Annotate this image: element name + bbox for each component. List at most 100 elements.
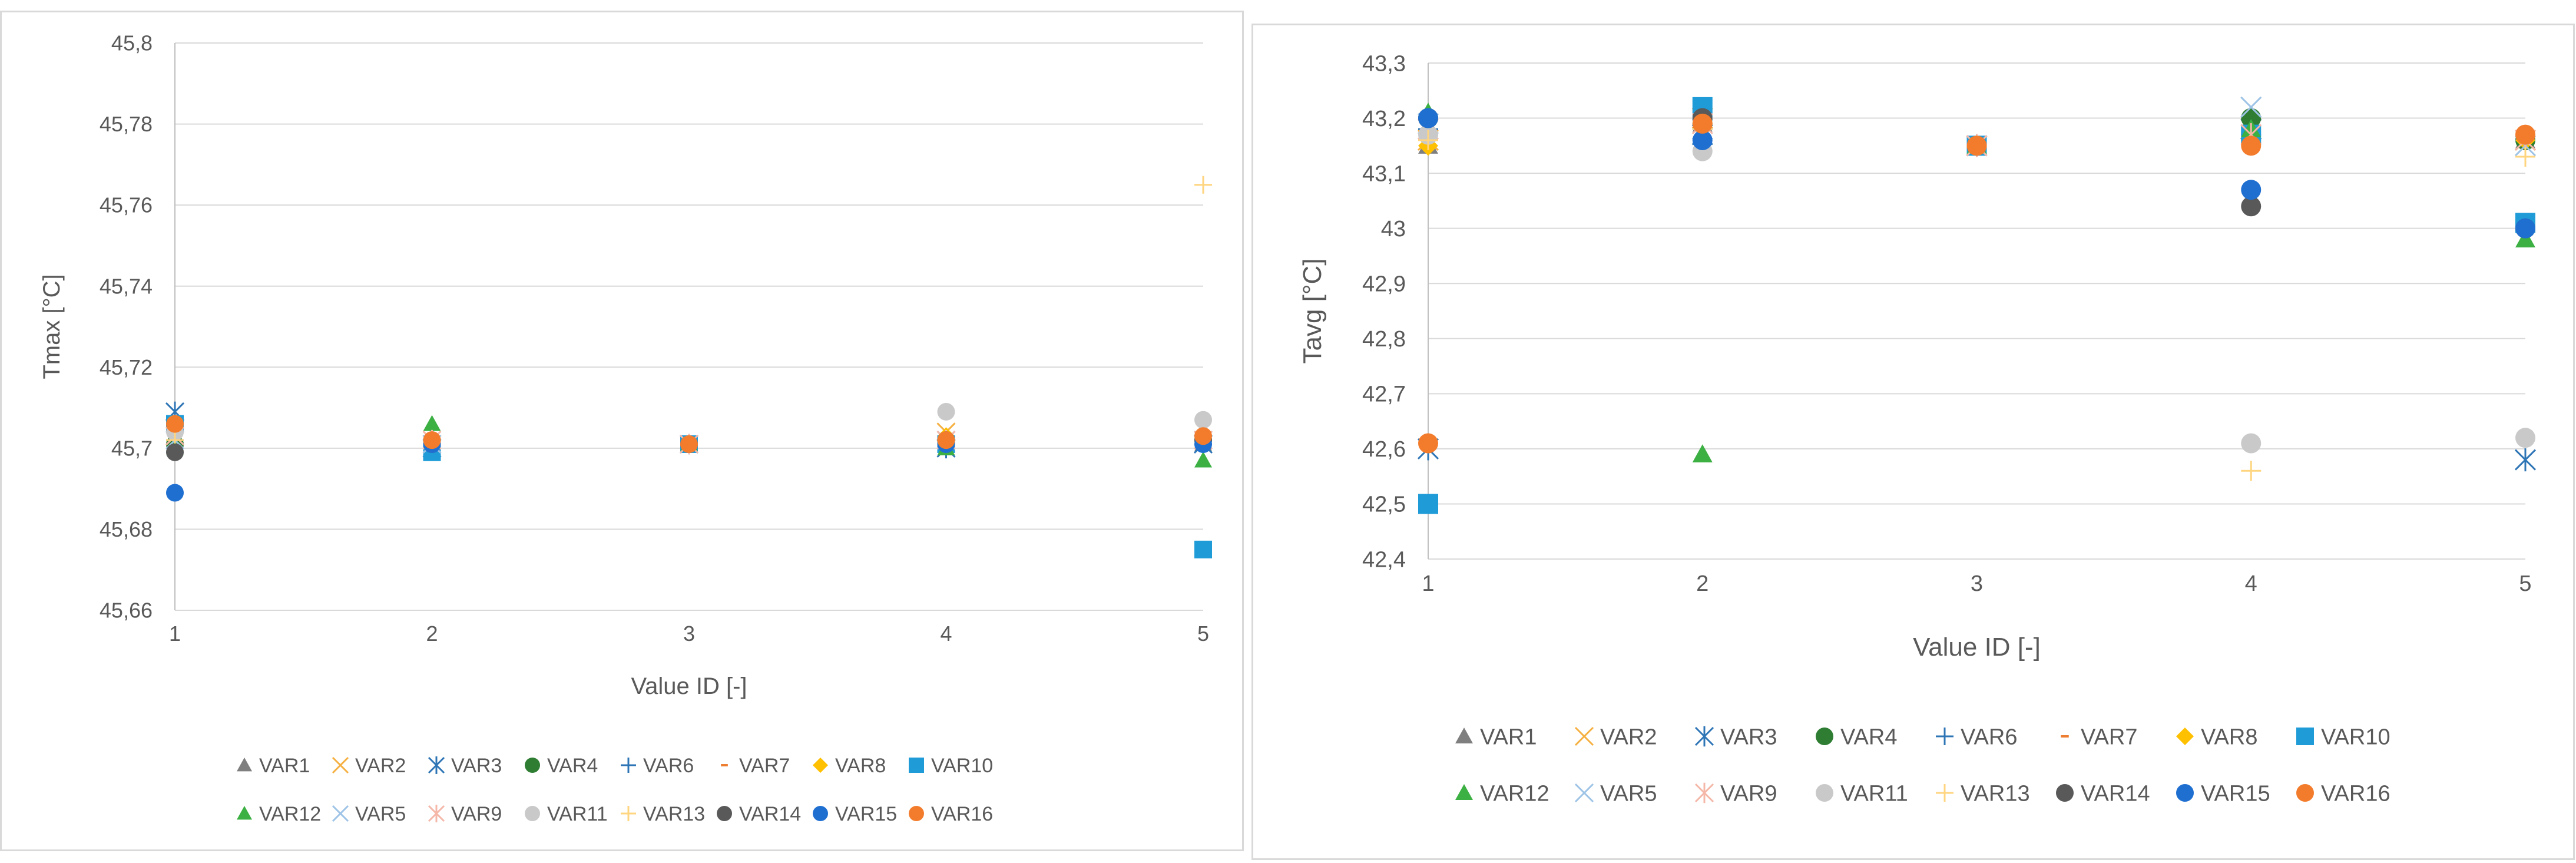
legend-marker-var15 — [813, 806, 828, 821]
x-tick-label: 5 — [2519, 571, 2531, 596]
legend-label: VAR3 — [1720, 725, 1777, 750]
y-tick-label: 43 — [1381, 217, 1406, 242]
legend-label: VAR10 — [2321, 725, 2390, 750]
tmax-chart-svg: 45,66 45,68 45,7 45,72 45,74 45,76 45,78 45,8 1 2… — [39, 31, 1213, 825]
y-tick-label: 45,7 — [111, 436, 153, 460]
chart-panel-tmax: 45,66 45,68 45,7 45,72 45,74 45,76 45,78 45,8 1 2… — [0, 11, 1244, 851]
y-tick-label: 45,72 — [100, 355, 153, 379]
data-point-var11 — [2515, 428, 2535, 448]
legend-label: VAR13 — [1961, 782, 2030, 806]
x-tick-label: 2 — [426, 621, 438, 646]
x-tick-label: 2 — [1696, 571, 1708, 596]
legend-item-var5: VAR5 — [1574, 782, 1657, 806]
legend-marker-var14 — [717, 806, 732, 821]
legend-marker-var4 — [525, 758, 540, 773]
data-point-var13 — [1418, 130, 1438, 150]
legend-marker-var6 — [1936, 728, 1953, 745]
legend-label: VAR8 — [835, 755, 886, 777]
y-tick-label: 45,74 — [100, 274, 153, 298]
x-tick-label: 5 — [1197, 621, 1209, 646]
legend-marker-var3 — [428, 756, 445, 774]
y-tick-label: 42,7 — [1362, 382, 1406, 407]
legend-marker-var11 — [1816, 784, 1833, 802]
legend-marker-var13 — [621, 806, 636, 821]
y-tick-label: 45,68 — [100, 517, 153, 541]
data-point-var16 — [2241, 135, 2262, 156]
legend-marker-var5 — [1574, 783, 1594, 803]
legend-item-var8: VAR8 — [813, 755, 886, 777]
legend-item-var7: VAR7 — [2061, 725, 2137, 750]
legend-label: VAR5 — [1600, 782, 1657, 806]
legend-item-var10: VAR10 — [909, 755, 993, 777]
data-point-var13 — [2241, 461, 2262, 481]
legend-label: VAR16 — [2321, 782, 2390, 806]
legend-marker-var8 — [2176, 728, 2194, 745]
legend-label: VAR14 — [2081, 782, 2150, 806]
data-point-var11 — [937, 402, 955, 421]
legend-item-var10: VAR10 — [2296, 725, 2390, 750]
legend-label: VAR5 — [355, 803, 406, 825]
legend-item-var15: VAR15 — [813, 803, 897, 825]
x-axis-title: Value ID [-] — [1913, 633, 2041, 662]
y-tick-label: 42,6 — [1362, 437, 1406, 462]
data-point-var16 — [1194, 427, 1212, 445]
legend-marker-var6 — [621, 758, 636, 773]
data-point-var16 — [680, 435, 698, 453]
legend-marker-var3 — [1694, 726, 1714, 747]
legend-marker-var4 — [1816, 728, 1833, 745]
y-tick-label: 42,8 — [1362, 327, 1406, 352]
data-point-var16 — [423, 431, 441, 449]
data-point-var15 — [2241, 180, 2262, 200]
legend-marker-var11 — [525, 806, 540, 821]
legend-marker-var13 — [1936, 784, 1953, 802]
legend-item-var1: VAR1 — [237, 755, 310, 777]
legend-item-var2: VAR2 — [332, 755, 406, 777]
legend-label: VAR4 — [1840, 725, 1897, 750]
y-tick-label: 42,9 — [1362, 272, 1406, 297]
legend-marker-var14 — [2056, 784, 2074, 802]
data-point-var12 — [2515, 229, 2535, 247]
data-point-var15 — [2515, 218, 2535, 239]
y-tick-label: 45,78 — [100, 112, 153, 136]
data-point-var12 — [1692, 444, 1713, 462]
legend-item-var13: VAR13 — [621, 803, 705, 825]
legend-marker-var2 — [1574, 726, 1594, 746]
legend-marker-var8 — [813, 758, 828, 773]
y-tick-label: 45,66 — [100, 599, 153, 623]
legend-marker-var16 — [909, 806, 924, 821]
legend-label: VAR16 — [931, 803, 993, 825]
legend-item-var5: VAR5 — [332, 803, 406, 825]
legend-marker-var9 — [1694, 782, 1714, 804]
legend-marker-var10 — [909, 758, 924, 773]
x-tick-label: 3 — [1971, 571, 1983, 596]
legend-label: VAR2 — [355, 755, 406, 777]
legend-item-var16: VAR16 — [909, 803, 993, 825]
legend-label: VAR2 — [1600, 725, 1657, 750]
legend-item-var12: VAR12 — [1455, 782, 1549, 806]
legend-label: VAR12 — [259, 803, 321, 825]
data-point-var16 — [1692, 113, 1713, 134]
legend-marker-var15 — [2176, 784, 2194, 802]
legend-item-var11: VAR11 — [1816, 782, 1908, 806]
legend-item-var11: VAR11 — [525, 803, 608, 825]
legend-item-var13: VAR13 — [1936, 782, 2030, 806]
data-point-var13 — [1194, 176, 1212, 194]
data-point-var3 — [2514, 448, 2537, 472]
data-point-var5 — [2240, 96, 2262, 118]
legend-item-var6: VAR6 — [1936, 725, 2017, 750]
legend-label: VAR10 — [931, 755, 993, 777]
legend-item-var9: VAR9 — [1694, 782, 1777, 806]
data-point-var10 — [1418, 494, 1438, 514]
legend-item-var12: VAR12 — [237, 803, 321, 825]
legend-item-var4: VAR4 — [525, 755, 598, 777]
data-point-var16 — [1966, 135, 1987, 156]
legend-label: VAR13 — [643, 803, 705, 825]
y-tick-label: 43,3 — [1362, 51, 1406, 76]
data-point-var15 — [166, 484, 184, 502]
x-tick-label: 4 — [940, 621, 952, 646]
legend-marker-var2 — [332, 756, 349, 774]
legend-label: VAR7 — [739, 755, 790, 777]
legend-label: VAR12 — [1480, 782, 1549, 806]
y-tick-label: 43,1 — [1362, 161, 1406, 186]
data-point-var16 — [937, 431, 955, 449]
